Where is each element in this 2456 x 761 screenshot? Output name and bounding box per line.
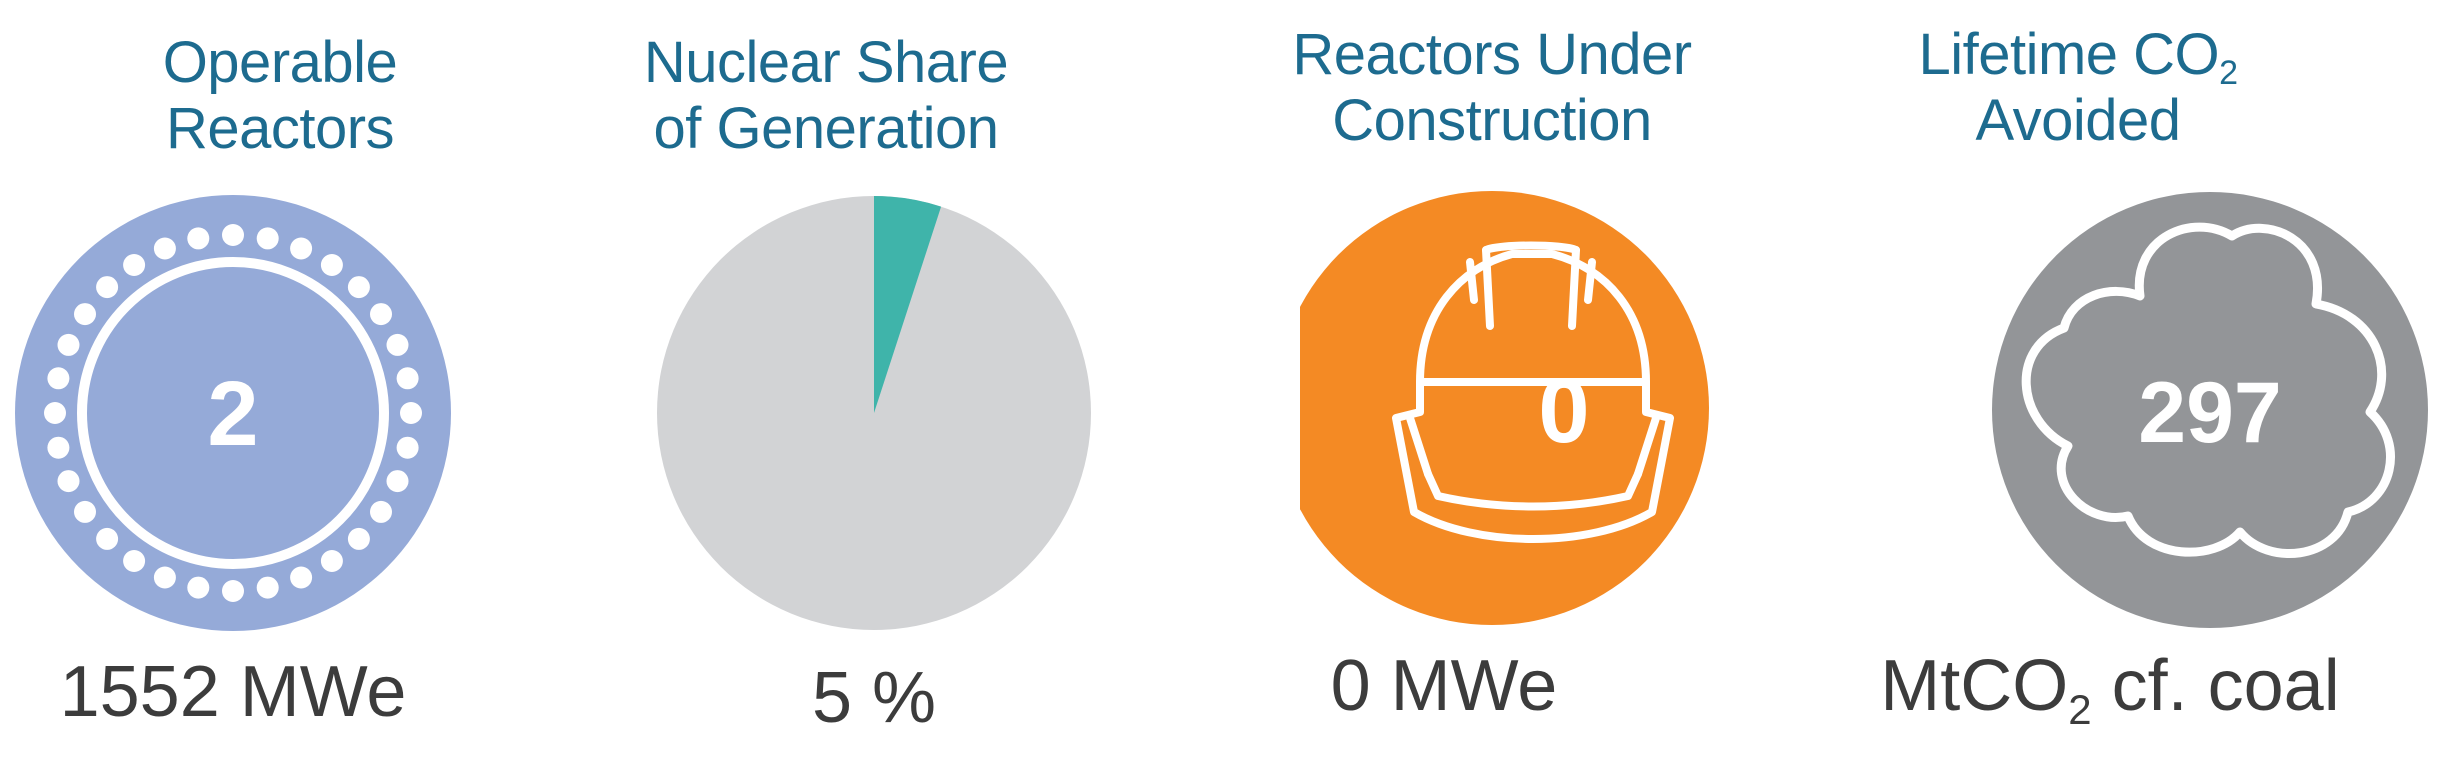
co2-avoided-unit: MtCO2 cf. coal	[1800, 646, 2420, 731]
operable-title-line2: Reactors	[165, 96, 395, 161]
under-construction-panel: Reactors Under Construction 0 0 MWe	[1292, 0, 1860, 761]
co2-unit-prefix: MtCO	[1880, 646, 2069, 726]
reactor-dot	[123, 550, 146, 572]
reactor-dot	[96, 527, 119, 550]
pie-nuclear-slice	[874, 195, 942, 413]
co2-unit-suffix: cf. coal	[2091, 646, 2340, 726]
operable-reactors-capacity: 1552 MWe	[59, 652, 407, 732]
reactor-dot	[187, 227, 210, 250]
construction-circle	[1300, 191, 1709, 625]
co2-avoided-value: 297	[2138, 365, 2282, 461]
reactor-dot	[74, 500, 96, 523]
nuclear-share-title: Nuclear Share of Generation	[546, 30, 1106, 162]
reactor-dot	[187, 576, 210, 599]
reactor-dot	[47, 367, 70, 390]
share-pie-chart	[657, 195, 1091, 630]
cloud-icon	[2021, 222, 2395, 558]
reactor-dot	[256, 227, 279, 250]
operable-reactors-title: Operable Reactors	[0, 30, 560, 162]
under-construction-value: 0	[1538, 360, 1589, 462]
reactor-dot	[347, 527, 370, 550]
co2-unit-subscript: 2	[2068, 686, 2092, 733]
construction-title-line2: Construction	[1332, 88, 1652, 153]
co2-title-line1: Lifetime CO2	[1798, 22, 2358, 90]
operable-reactors-value: 2	[207, 363, 258, 465]
reactor-dot	[47, 436, 70, 459]
share-title-line1: Nuclear Share	[643, 30, 1009, 95]
reactor-dot	[290, 237, 313, 260]
reactor-dot	[290, 566, 313, 589]
reactor-dot	[96, 276, 119, 299]
reactor-dot	[74, 303, 96, 326]
reactor-dot	[400, 402, 422, 424]
reactor-dot	[57, 333, 80, 356]
reactor-dot	[347, 276, 370, 299]
reactor-dot	[370, 500, 392, 523]
co2-icon: 297	[1992, 192, 2428, 628]
reactor-dot	[320, 254, 343, 276]
reactor-dot	[44, 402, 66, 424]
construction-icon: 0	[1300, 191, 1709, 625]
reactor-dot-ring	[44, 224, 422, 602]
reactor-dot	[386, 333, 409, 356]
reactor-dot	[222, 224, 244, 246]
reactor-dot	[396, 367, 419, 390]
construction-title-line1: Reactors Under	[1292, 22, 1692, 87]
co2-title-prefix: Lifetime CO	[1918, 22, 2220, 87]
reactor-inner-circle	[77, 257, 389, 569]
reactor-dot	[123, 254, 146, 276]
reactor-dot	[222, 580, 244, 602]
reactor-icon: 2	[15, 195, 451, 631]
operable-title-line1: Operable	[162, 30, 398, 95]
reactor-dot	[386, 470, 409, 493]
co2-avoided-panel: Lifetime CO2 Avoided 297 MtCO2 cf. coal	[1880, 0, 2456, 761]
operable-reactors-panel: Operable Reactors 2 1552 MWe	[0, 0, 560, 761]
reactor-dot	[370, 303, 392, 326]
co2-title-line2: Avoided	[1975, 88, 2181, 153]
under-construction-capacity: 0 MWe	[1330, 646, 1558, 726]
co2-title-subscript: 2	[2219, 54, 2238, 92]
under-construction-title: Reactors Under Construction	[1212, 22, 1772, 154]
co2-avoided-title: Lifetime CO2 Avoided	[1798, 22, 2358, 154]
hard-hat-icon	[1392, 241, 1674, 543]
reactor-dot	[256, 576, 279, 599]
reactor-dot	[320, 550, 343, 572]
nuclear-share-percent: 5 %	[811, 658, 937, 738]
reactor-dot	[396, 436, 419, 459]
reactor-dot	[153, 566, 176, 589]
nuclear-share-panel: Nuclear Share of Generation 5 %	[600, 0, 1160, 761]
reactor-dot	[153, 237, 176, 260]
reactor-dot	[57, 470, 80, 493]
share-title-line2: of Generation	[653, 96, 999, 161]
